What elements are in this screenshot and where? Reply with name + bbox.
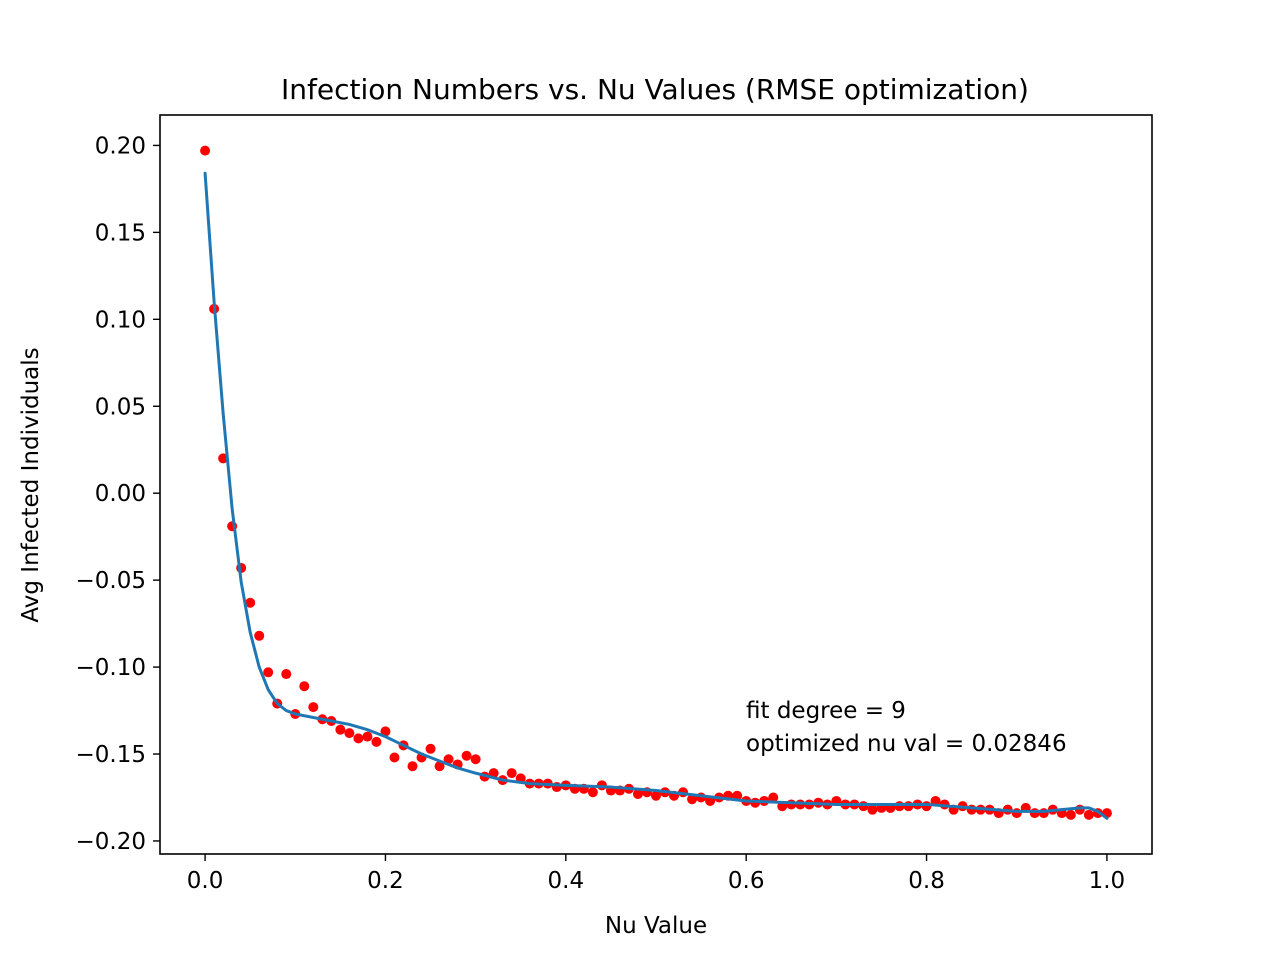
y-tick-label: 0.15 — [95, 220, 146, 246]
x-tick-label: 0.4 — [548, 868, 585, 894]
x-axis-label: Nu Value — [605, 913, 707, 939]
data-point — [425, 743, 436, 754]
data-point — [768, 792, 779, 803]
data-point — [344, 728, 355, 739]
y-tick-label: −0.05 — [76, 568, 146, 594]
data-point — [281, 669, 292, 680]
y-tick-label: 0.05 — [95, 394, 146, 420]
data-point — [308, 702, 319, 713]
data-point — [1083, 809, 1094, 820]
data-point — [687, 794, 698, 805]
data-point — [263, 667, 274, 678]
data-point — [200, 145, 211, 156]
data-point — [1065, 809, 1076, 820]
optimized-nu-annotation: optimized nu val = 0.02846 — [746, 731, 1067, 757]
y-tick-label: 0.00 — [95, 481, 146, 507]
data-point — [380, 726, 391, 737]
data-point — [903, 801, 914, 812]
data-point — [461, 750, 472, 761]
y-tick-label: −0.20 — [76, 829, 146, 855]
fit-degree-annotation: fit degree = 9 — [746, 698, 906, 724]
axes: 0.0 0.2 0.4 0.6 0.8 1.0 0.20 0.15 0.10 0.05 0.00 −0… — [76, 133, 1126, 894]
data-point — [443, 754, 454, 765]
x-tick-label: 1.0 — [1089, 868, 1126, 894]
data-point — [786, 799, 797, 810]
data-point — [362, 731, 373, 742]
plot-area — [200, 145, 1112, 820]
data-point — [371, 736, 382, 747]
data-point — [245, 597, 256, 608]
y-tick-label: 0.20 — [95, 133, 146, 159]
data-point — [1029, 808, 1040, 819]
x-tick-label: 0.0 — [187, 868, 224, 894]
data-point — [858, 801, 869, 812]
fit-curve — [203, 171, 1109, 820]
y-axis-label: Avg Infected Individuals — [18, 347, 44, 622]
data-point — [299, 681, 310, 692]
data-point — [353, 733, 364, 744]
chart-title: Infection Numbers vs. Nu Values (RMSE op… — [281, 73, 1029, 106]
data-point — [632, 789, 643, 800]
data-point — [470, 754, 481, 765]
data-point — [389, 752, 400, 763]
data-point — [335, 724, 346, 735]
data-point — [254, 630, 265, 641]
y-tick-label: −0.15 — [76, 742, 146, 768]
data-point — [407, 761, 418, 772]
data-point — [651, 790, 661, 801]
y-tick-label: 0.10 — [95, 307, 146, 333]
data-point — [867, 804, 878, 815]
data-point — [894, 801, 905, 812]
data-point — [218, 453, 229, 464]
plot-frame — [159, 114, 1153, 855]
data-point — [587, 787, 598, 798]
x-tick-label: 0.6 — [728, 868, 765, 894]
x-tick-label: 0.2 — [367, 868, 404, 894]
data-point — [434, 761, 445, 772]
y-tick-label: −0.10 — [76, 655, 146, 681]
data-point — [506, 768, 517, 779]
x-tick-label: 0.8 — [908, 868, 945, 894]
